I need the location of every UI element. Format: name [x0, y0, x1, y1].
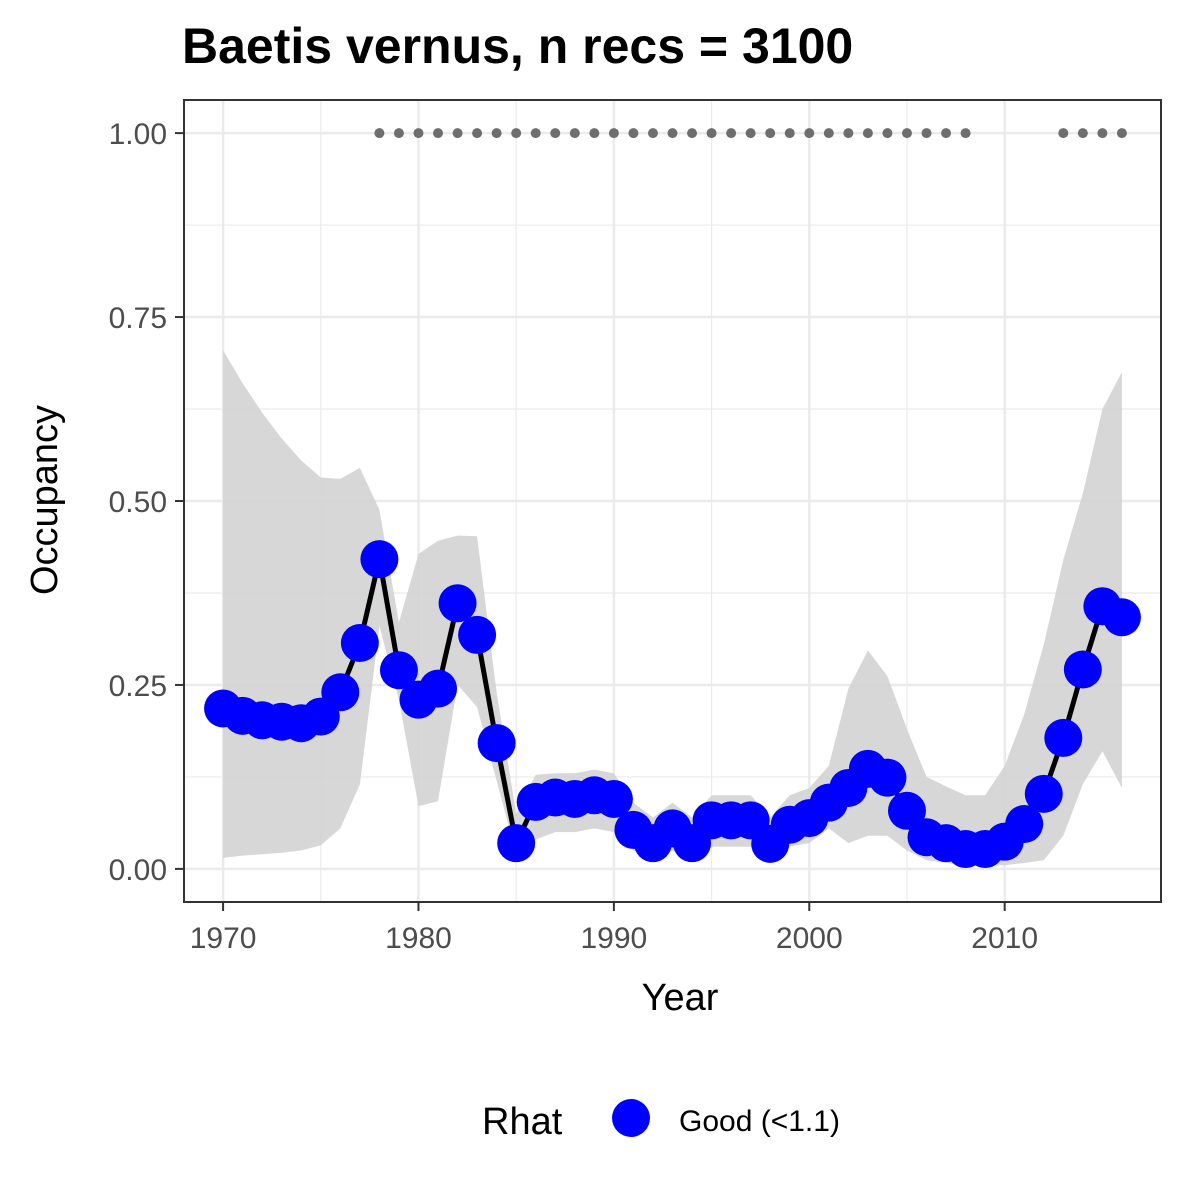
- x-tick-label: 2010: [971, 922, 1038, 955]
- record-dot: [921, 128, 932, 139]
- data-point: [321, 673, 360, 712]
- y-tick-label: 0.75: [109, 302, 167, 335]
- record-dot: [745, 128, 756, 139]
- data-point: [1024, 774, 1063, 813]
- x-tick-label: 2000: [776, 922, 843, 955]
- x-axis-title: Year: [642, 977, 719, 1019]
- record-dot: [472, 128, 483, 139]
- data-point: [1005, 805, 1044, 844]
- record-dot: [608, 128, 619, 139]
- record-dot: [823, 128, 834, 139]
- record-dot: [901, 128, 912, 139]
- plot-panel: [183, 99, 1162, 903]
- record-dot: [706, 128, 717, 139]
- record-dots: [374, 128, 1127, 139]
- y-axis-title: Occupancy: [24, 405, 66, 595]
- record-dot: [1077, 128, 1088, 139]
- record-dot: [589, 128, 600, 139]
- record-dot: [667, 128, 678, 139]
- record-dot: [726, 128, 737, 139]
- record-dot: [784, 128, 795, 139]
- data-point: [458, 615, 497, 654]
- x-tick-label: 1970: [190, 922, 257, 955]
- y-tick-label: 0.25: [109, 670, 167, 703]
- data-point: [419, 669, 458, 708]
- record-dot: [452, 128, 463, 139]
- data-point: [1063, 650, 1102, 689]
- record-dot: [843, 128, 854, 139]
- chart-title: Baetis vernus, n recs = 3100: [182, 18, 853, 74]
- y-tick-label: 0.50: [109, 486, 167, 519]
- data-point: [497, 824, 536, 863]
- record-dot: [941, 128, 952, 139]
- data-point: [340, 624, 379, 663]
- y-tick-label: 0.00: [109, 854, 167, 887]
- data-point: [477, 724, 516, 763]
- record-dot: [804, 128, 815, 139]
- legend-key-good: [612, 1099, 650, 1137]
- record-dot: [862, 128, 873, 139]
- x-tick-label: 1990: [581, 922, 648, 955]
- record-dot: [569, 128, 580, 139]
- record-dot: [1058, 128, 1069, 139]
- y-tick-label: 1.00: [109, 118, 167, 151]
- y-axis: 0.00 0.25 0.50 0.75 1.00: [109, 118, 184, 887]
- occupancy-points: [204, 540, 1141, 869]
- record-dot: [433, 128, 444, 139]
- legend-title: Rhat: [482, 1101, 563, 1143]
- record-dot: [1097, 128, 1108, 139]
- x-tick-label: 1980: [385, 922, 452, 955]
- record-dot: [530, 128, 541, 139]
- record-dot: [413, 128, 424, 139]
- x-axis: 1970 1980 1990 2000 2010: [190, 902, 1038, 955]
- record-dot: [550, 128, 561, 139]
- record-dot: [687, 128, 698, 139]
- record-dot: [765, 128, 776, 139]
- record-dot: [374, 128, 385, 139]
- record-dot: [1116, 128, 1127, 139]
- record-dot: [960, 128, 971, 139]
- data-point: [887, 791, 926, 830]
- confidence-ribbon: [223, 350, 1122, 866]
- record-dot: [491, 128, 502, 139]
- data-point: [1044, 718, 1083, 757]
- legend-label-good: Good (<1.1): [679, 1105, 840, 1138]
- record-dot: [511, 128, 522, 139]
- data-point: [438, 584, 477, 623]
- data-point: [594, 779, 633, 818]
- record-dot: [882, 128, 893, 139]
- data-point: [360, 540, 399, 579]
- record-dot: [647, 128, 658, 139]
- data-point: [379, 651, 418, 690]
- record-dot: [628, 128, 639, 139]
- record-dot: [393, 128, 404, 139]
- data-point: [1102, 598, 1141, 637]
- data-point: [868, 758, 907, 797]
- legend: Rhat Good (<1.1): [482, 1099, 840, 1143]
